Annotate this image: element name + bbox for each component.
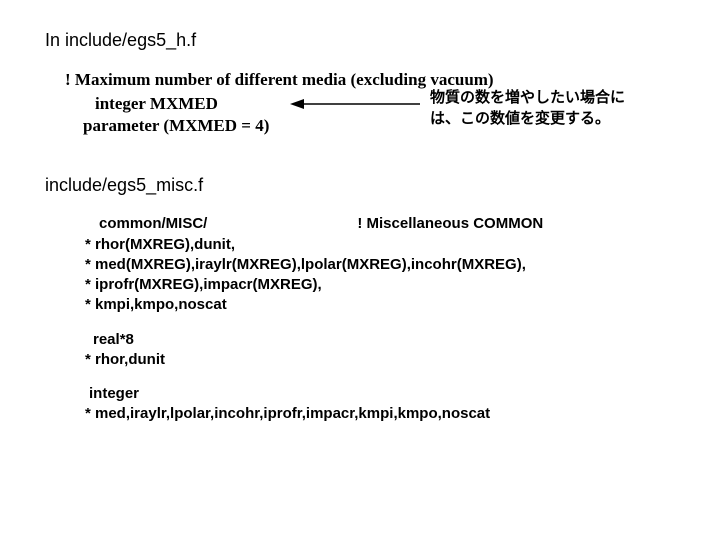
jp-note-line2: は、この数値を変更する。 — [430, 108, 625, 129]
common-misc-line: common/MISC/ ! Miscellaneous COMMON — [85, 214, 675, 234]
code-line-kmpi: * kmpi,kmpo,noscat — [85, 295, 675, 315]
arrow-icon — [290, 95, 425, 113]
section2-code: common/MISC/ ! Miscellaneous COMMON * rho… — [85, 214, 675, 424]
japanese-note: 物質の数を増やしたい場合に は、この数値を変更する。 — [430, 87, 625, 129]
section1-code: ! Maximum number of different media (exc… — [65, 69, 675, 137]
code-line-rhor: * rhor(MXREG),dunit, — [85, 235, 675, 255]
med-list-line: * med,iraylr,lpolar,incohr,iprofr,impacr… — [85, 404, 675, 424]
section1-heading: In include/egs5_h.f — [45, 30, 675, 51]
real8-line: real*8 — [93, 330, 675, 350]
section2-heading: include/egs5_misc.f — [45, 175, 675, 196]
rhor-dunit-line: * rhor,dunit — [85, 350, 675, 370]
jp-note-line1: 物質の数を増やしたい場合に — [430, 87, 625, 108]
misc-comment: ! Miscellaneous COMMON — [357, 215, 543, 232]
param-wrap: integer MXMED parameter (MXMED = 4) 物質の数… — [65, 93, 675, 137]
integer-line: integer — [89, 384, 675, 404]
code-line-iprofr: * iprofr(MXREG),impacr(MXREG), — [85, 275, 675, 295]
common-misc: common/MISC/ — [99, 215, 207, 232]
code-line-med: * med(MXREG),iraylr(MXREG),lpolar(MXREG)… — [85, 255, 675, 275]
